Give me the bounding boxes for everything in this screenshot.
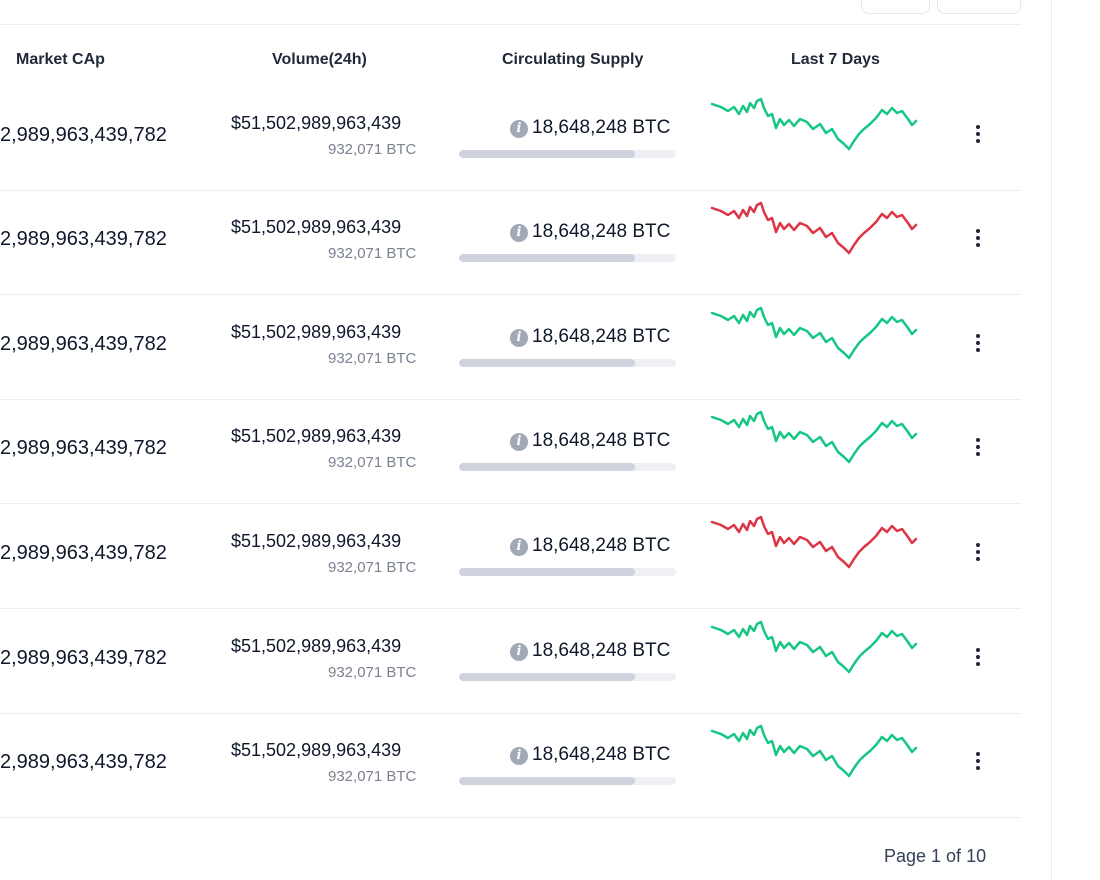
sparkline-chart (710, 306, 918, 360)
sparkline-chart (710, 97, 918, 151)
volume-btc-value: 932,071 BTC (328, 454, 417, 471)
volume-value: $51,502,989,963,439 (231, 636, 402, 656)
info-icon[interactable]: i (510, 224, 528, 242)
supply-progress-fill (459, 673, 635, 681)
info-icon[interactable]: i (510, 329, 528, 347)
sparkline-line (710, 515, 918, 569)
supply-progress-fill (459, 150, 635, 158)
sparkline-line (710, 201, 918, 255)
sparkline-line (710, 724, 918, 778)
more-options-icon[interactable] (966, 118, 990, 146)
supply-progress-fill (459, 777, 635, 785)
volume-value: $51,502,989,963,439 (231, 740, 402, 760)
sparkline-chart (710, 201, 918, 255)
table-row[interactable]: 2,989,963,439,782 $51,502,989,963,439 93… (0, 609, 1021, 714)
table-row[interactable]: 2,989,963,439,782 $51,502,989,963,439 93… (0, 713, 1021, 818)
crypto-table-page: Market CAp Volume(24h) Circulating Suppl… (0, 0, 1021, 866)
supply-progress-bar (459, 777, 676, 785)
info-icon[interactable]: i (510, 433, 528, 451)
info-icon[interactable]: i (510, 120, 528, 138)
market-cap-value: 2,989,963,439,782 (0, 333, 167, 355)
info-icon[interactable]: i (510, 643, 528, 661)
top-button-left[interactable] (861, 0, 930, 14)
table-row[interactable]: 2,989,963,439,782 $51,502,989,963,439 93… (0, 295, 1021, 400)
market-cap-value: 2,989,963,439,782 (0, 542, 167, 564)
table-row[interactable]: 2,989,963,439,782 $51,502,989,963,439 93… (0, 86, 1021, 191)
volume-btc-value: 932,071 BTC (328, 559, 417, 576)
volume-btc-value: 932,071 BTC (328, 141, 417, 158)
circulating-supply-value: 18,648,248 BTC (532, 640, 671, 661)
supply-progress-fill (459, 254, 635, 262)
supply-progress-fill (459, 359, 635, 367)
volume-btc-value: 932,071 BTC (328, 350, 417, 367)
volume-btc-value: 932,071 BTC (328, 245, 417, 262)
supply-progress-bar (459, 359, 676, 367)
table-row[interactable]: 2,989,963,439,782 $51,502,989,963,439 93… (0, 190, 1021, 295)
more-options-icon[interactable] (966, 222, 990, 250)
sparkline-chart (710, 724, 918, 778)
right-panel-edge (1051, 0, 1100, 880)
market-cap-value: 2,989,963,439,782 (0, 647, 167, 669)
circulating-supply-value: 18,648,248 BTC (532, 535, 671, 556)
supply-progress-fill (459, 568, 635, 576)
sparkline-line (710, 306, 918, 360)
table-row[interactable]: 2,989,963,439,782 $51,502,989,963,439 93… (0, 399, 1021, 504)
circulating-supply-value: 18,648,248 BTC (532, 326, 671, 347)
info-icon[interactable]: i (510, 747, 528, 765)
sparkline-chart (710, 410, 918, 464)
table-row[interactable]: 2,989,963,439,782 $51,502,989,963,439 93… (0, 504, 1021, 609)
volume-value: $51,502,989,963,439 (231, 217, 402, 237)
circulating-supply-value: 18,648,248 BTC (532, 430, 671, 451)
top-divider (0, 24, 1021, 25)
supply-progress-fill (459, 463, 635, 471)
volume-value: $51,502,989,963,439 (231, 113, 402, 133)
market-cap-value: 2,989,963,439,782 (0, 751, 167, 773)
volume-value: $51,502,989,963,439 (231, 322, 402, 342)
header-market-cap: Market CAp (16, 51, 105, 68)
volume-value: $51,502,989,963,439 (231, 531, 402, 551)
pagination-label: Page 1 of 10 (884, 846, 987, 866)
sparkline-chart (710, 620, 918, 674)
header-last-7-days: Last 7 Days (791, 51, 880, 68)
volume-btc-value: 932,071 BTC (328, 664, 417, 681)
volume-btc-value: 932,071 BTC (328, 768, 417, 785)
info-icon[interactable]: i (510, 538, 528, 556)
more-options-icon[interactable] (966, 431, 990, 459)
volume-value: $51,502,989,963,439 (231, 426, 402, 446)
circulating-supply-value: 18,648,248 BTC (532, 744, 671, 765)
market-cap-value: 2,989,963,439,782 (0, 124, 167, 146)
sparkline-chart (710, 515, 918, 569)
more-options-icon[interactable] (966, 327, 990, 355)
supply-progress-bar (459, 568, 676, 576)
supply-progress-bar (459, 673, 676, 681)
circulating-supply-value: 18,648,248 BTC (532, 117, 671, 138)
supply-progress-bar (459, 150, 676, 158)
market-cap-value: 2,989,963,439,782 (0, 228, 167, 250)
more-options-icon[interactable] (966, 745, 990, 773)
sparkline-line (710, 410, 918, 464)
supply-progress-bar (459, 463, 676, 471)
market-cap-value: 2,989,963,439,782 (0, 437, 167, 459)
sparkline-line (710, 97, 918, 151)
circulating-supply-value: 18,648,248 BTC (532, 221, 671, 242)
supply-progress-bar (459, 254, 676, 262)
more-options-icon[interactable] (966, 536, 990, 564)
header-circulating-supply: Circulating Supply (502, 51, 644, 68)
more-options-icon[interactable] (966, 641, 990, 669)
header-volume: Volume(24h) (272, 51, 367, 68)
sparkline-line (710, 620, 918, 674)
top-button-right[interactable] (937, 0, 1021, 14)
